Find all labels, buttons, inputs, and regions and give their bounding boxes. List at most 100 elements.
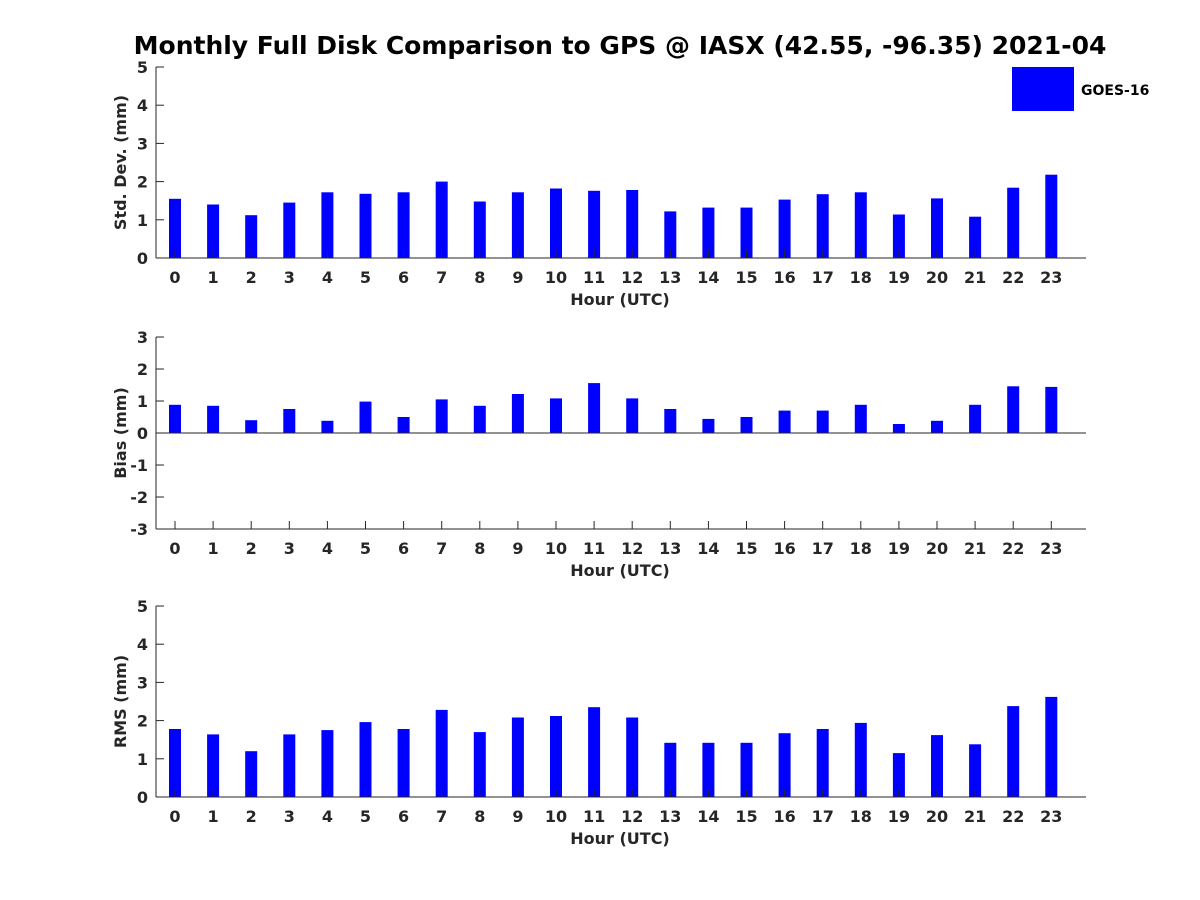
bar-12	[626, 398, 639, 433]
bar-23	[1045, 386, 1058, 433]
bar-10	[550, 398, 562, 433]
x-tick-label: 8	[474, 268, 485, 287]
x-tick-label: 8	[474, 807, 485, 826]
x-tick-label: 9	[512, 268, 523, 287]
x-tick-label: 15	[735, 807, 757, 826]
y-tick-label: 3	[137, 328, 148, 347]
y-tick-label: 0	[137, 788, 148, 807]
x-tick-label: 16	[773, 807, 795, 826]
bar-7	[435, 399, 448, 433]
bar-14	[702, 207, 715, 258]
bar-19	[892, 424, 905, 433]
x-tick-label: 11	[583, 539, 605, 558]
x-tick-label: 19	[888, 539, 910, 558]
x-tick-label: 15	[735, 539, 757, 558]
bar-3	[283, 409, 296, 433]
x-tick-label: 1	[208, 268, 219, 287]
x-tick-label: 2	[246, 268, 257, 287]
bar-0	[169, 729, 181, 797]
x-tick-label: 13	[659, 539, 681, 558]
bar-8	[473, 201, 486, 258]
bar-17	[816, 194, 829, 258]
bar-2	[245, 420, 258, 433]
x-tick-label: 2	[246, 539, 257, 558]
bar-22	[1007, 706, 1020, 797]
bar-16	[778, 199, 791, 258]
bar-4	[321, 730, 334, 797]
bar-5	[359, 193, 372, 258]
x-tick-label: 21	[964, 268, 986, 287]
x-tick-label: 17	[812, 807, 834, 826]
bar-15	[740, 417, 753, 433]
x-tick-label: 10	[545, 268, 567, 287]
bar-13	[664, 742, 677, 797]
bar-3	[283, 202, 296, 258]
bar-20	[931, 420, 943, 433]
y-tick-label: 2	[137, 173, 148, 192]
x-tick-label: 10	[545, 807, 567, 826]
bar-7	[435, 709, 448, 797]
y-tick-label: 0	[137, 424, 148, 443]
y-tick-label: 2	[137, 712, 148, 731]
bar-9	[511, 717, 524, 797]
x-tick-label: 6	[398, 807, 409, 826]
bar-11	[588, 383, 601, 433]
bar-6	[397, 729, 410, 797]
x-tick-label: 4	[322, 807, 333, 826]
x-tick-label: 11	[583, 268, 605, 287]
bar-4	[321, 192, 334, 258]
y-tick-label: 3	[137, 673, 148, 692]
x-tick-label: 3	[284, 268, 295, 287]
bar-16	[778, 410, 791, 433]
bar-22	[1007, 386, 1020, 433]
x-tick-label: 12	[621, 539, 643, 558]
bar-14	[702, 418, 715, 433]
bar-11	[588, 707, 601, 797]
x-tick-label: 14	[697, 539, 719, 558]
bar-23	[1045, 174, 1058, 258]
y-axis-label: RMS (mm)	[111, 655, 130, 748]
bar-18	[854, 192, 867, 258]
bar-20	[931, 198, 943, 258]
bar-4	[321, 420, 334, 433]
bar-1	[207, 734, 220, 797]
x-tick-label: 23	[1040, 539, 1062, 558]
bar-3	[283, 734, 296, 797]
x-tick-label: 7	[436, 539, 447, 558]
bar-21	[969, 404, 982, 433]
x-axis-label: Hour (UTC)	[570, 290, 670, 309]
bar-14	[702, 742, 715, 797]
x-tick-label: 13	[659, 807, 681, 826]
bar-13	[664, 409, 677, 433]
x-tick-label: 0	[169, 268, 180, 287]
x-tick-label: 0	[169, 539, 180, 558]
bar-0	[169, 198, 181, 258]
bar-13	[664, 211, 677, 258]
bar-2	[245, 751, 258, 797]
bar-12	[626, 190, 639, 258]
bar-2	[245, 215, 258, 258]
x-tick-label: 17	[812, 539, 834, 558]
x-tick-label: 14	[697, 807, 719, 826]
bar-17	[816, 410, 829, 433]
bar-5	[359, 722, 372, 797]
x-tick-label: 22	[1002, 539, 1024, 558]
bar-21	[969, 216, 982, 258]
x-tick-label: 23	[1040, 807, 1062, 826]
x-tick-label: 19	[888, 807, 910, 826]
y-tick-label: 1	[137, 750, 148, 769]
bar-17	[816, 729, 829, 797]
x-tick-label: 10	[545, 539, 567, 558]
x-tick-label: 6	[398, 539, 409, 558]
x-tick-label: 1	[208, 807, 219, 826]
x-tick-label: 20	[926, 268, 948, 287]
bar-8	[473, 405, 486, 433]
x-tick-label: 12	[621, 268, 643, 287]
x-tick-label: 7	[436, 268, 447, 287]
bar-10	[550, 716, 562, 797]
y-tick-label: 1	[137, 211, 148, 230]
y-axis-label: Std. Dev. (mm)	[111, 95, 130, 230]
x-tick-label: 20	[926, 807, 948, 826]
